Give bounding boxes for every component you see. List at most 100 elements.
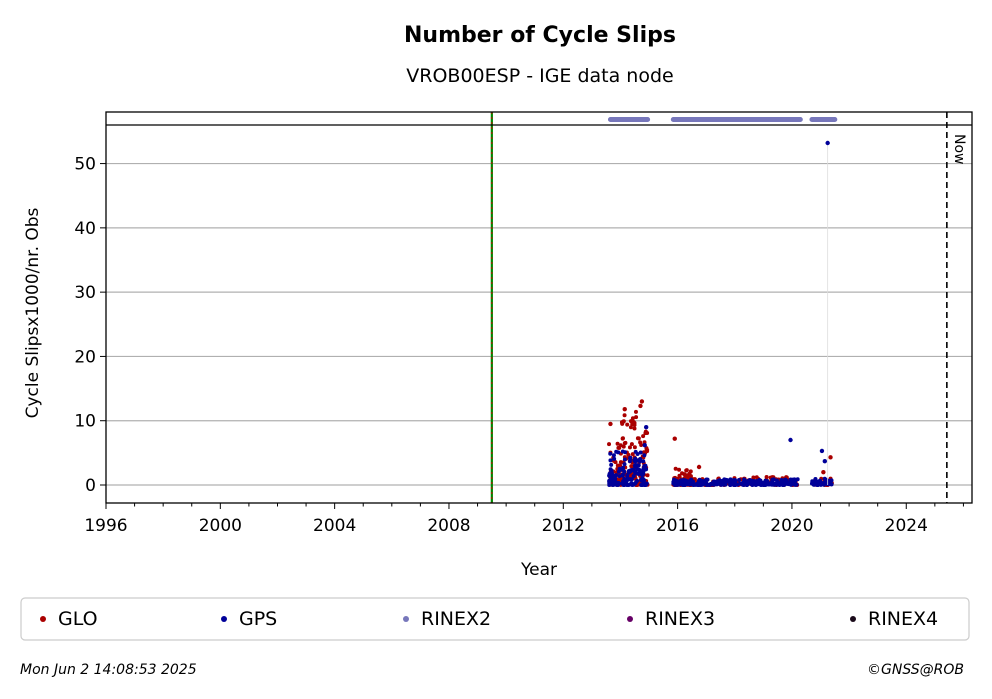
gps-point — [611, 474, 616, 479]
glo-point — [622, 413, 627, 418]
gps-point — [612, 456, 617, 461]
glo-point — [634, 415, 639, 420]
gps-point — [731, 478, 736, 483]
legend-label-rinex2: RINEX2 — [421, 608, 491, 630]
glo-point — [639, 399, 645, 404]
glo-point — [621, 419, 626, 424]
y-tick-label: 50 — [74, 155, 96, 175]
gps-point — [744, 480, 749, 485]
gridlines — [106, 162, 972, 486]
glo-point — [617, 445, 622, 450]
glo-point — [677, 467, 682, 472]
glo-point — [641, 434, 646, 439]
y-tick-label: 30 — [74, 283, 96, 303]
glo-point — [672, 436, 677, 441]
gps-point — [672, 477, 677, 482]
gps-point — [639, 472, 644, 477]
glo-point — [764, 474, 769, 479]
gps-point — [693, 482, 698, 487]
gps-point — [608, 458, 613, 463]
gps-point — [822, 459, 828, 464]
legend-label-rinex4: RINEX4 — [868, 608, 938, 630]
gps-point — [611, 481, 616, 486]
legend-marker-glo — [40, 616, 46, 622]
legend-marker-gps — [221, 616, 227, 622]
gps-point — [642, 464, 647, 469]
glo-point — [684, 468, 689, 473]
glo-point — [677, 473, 682, 478]
x-axis-label: Year — [520, 560, 557, 580]
glo-point — [645, 431, 650, 436]
gps-point — [624, 478, 629, 483]
x-tick-label: 1996 — [84, 516, 127, 536]
gps-point — [755, 480, 760, 485]
x-tick-label: 2000 — [199, 516, 242, 536]
gps-point — [770, 479, 775, 484]
gps-point — [682, 482, 687, 487]
gps-point — [639, 469, 644, 474]
gps-point — [635, 478, 640, 483]
gps-point — [626, 470, 631, 475]
gps-point — [737, 478, 742, 483]
gps-point — [629, 477, 634, 482]
gps-point — [811, 482, 816, 487]
gps-point — [791, 481, 796, 486]
gps-point — [643, 424, 649, 430]
plot-frame — [105, 111, 973, 504]
gps-point — [632, 463, 637, 468]
gps-point — [817, 482, 822, 487]
gps-point — [632, 458, 637, 463]
y-axis-label: Cycle Slipsx1000/nr. Obs — [23, 207, 43, 418]
gps-point — [642, 453, 647, 458]
gps-point — [611, 453, 616, 458]
glo-point — [615, 441, 620, 446]
legend-label-gps: GPS — [239, 608, 277, 630]
gps-point — [749, 481, 754, 486]
gps-point — [620, 481, 625, 486]
gps-point — [698, 482, 703, 487]
gps-point — [704, 477, 709, 482]
glo-point — [633, 409, 638, 414]
legend: GLO GPS RINEX2 RINEX3 RINEX4 — [20, 597, 970, 641]
footer-timestamp: Mon Jun 2 14:08:53 2025 — [20, 662, 197, 678]
now-label: Now — [951, 134, 967, 165]
glo-point — [613, 460, 618, 465]
gps-point — [783, 479, 788, 484]
chart-title: Number of Cycle Slips — [404, 23, 676, 48]
gps-point — [638, 457, 643, 462]
gps-point — [790, 478, 795, 483]
glo-point — [636, 436, 641, 441]
gps-point — [675, 482, 680, 487]
gps-point — [622, 462, 627, 467]
legend-marker-rinex3 — [627, 616, 633, 622]
glo-point — [630, 416, 635, 421]
gps-point — [825, 140, 830, 146]
gps-point — [608, 475, 613, 480]
gps-point — [623, 450, 628, 455]
footer-credit: ©GNSS@ROB — [867, 662, 964, 678]
gps-point — [643, 482, 648, 487]
gps-point — [631, 474, 636, 479]
glo-point — [645, 473, 650, 478]
gps-point — [819, 448, 825, 454]
gps-point — [622, 469, 627, 474]
legend-marker-rinex4 — [850, 616, 856, 622]
glo-point — [696, 464, 702, 470]
y-tick-label: 0 — [85, 476, 96, 496]
glo-point — [622, 441, 627, 446]
glo-point — [680, 471, 685, 476]
gps-point — [701, 480, 706, 485]
glo-point — [638, 440, 643, 445]
gps-point — [779, 478, 784, 483]
gps-point — [762, 482, 767, 487]
x-tick-label: 2004 — [313, 516, 356, 536]
gps-point — [774, 481, 779, 486]
glo-point — [621, 444, 626, 449]
glo-point — [688, 469, 693, 474]
gps-point — [636, 463, 641, 468]
x-tick-label: 2012 — [542, 516, 585, 536]
gps-point — [829, 478, 834, 483]
gps-point — [767, 482, 772, 487]
glo-point — [622, 406, 627, 412]
gps-point — [622, 457, 627, 462]
